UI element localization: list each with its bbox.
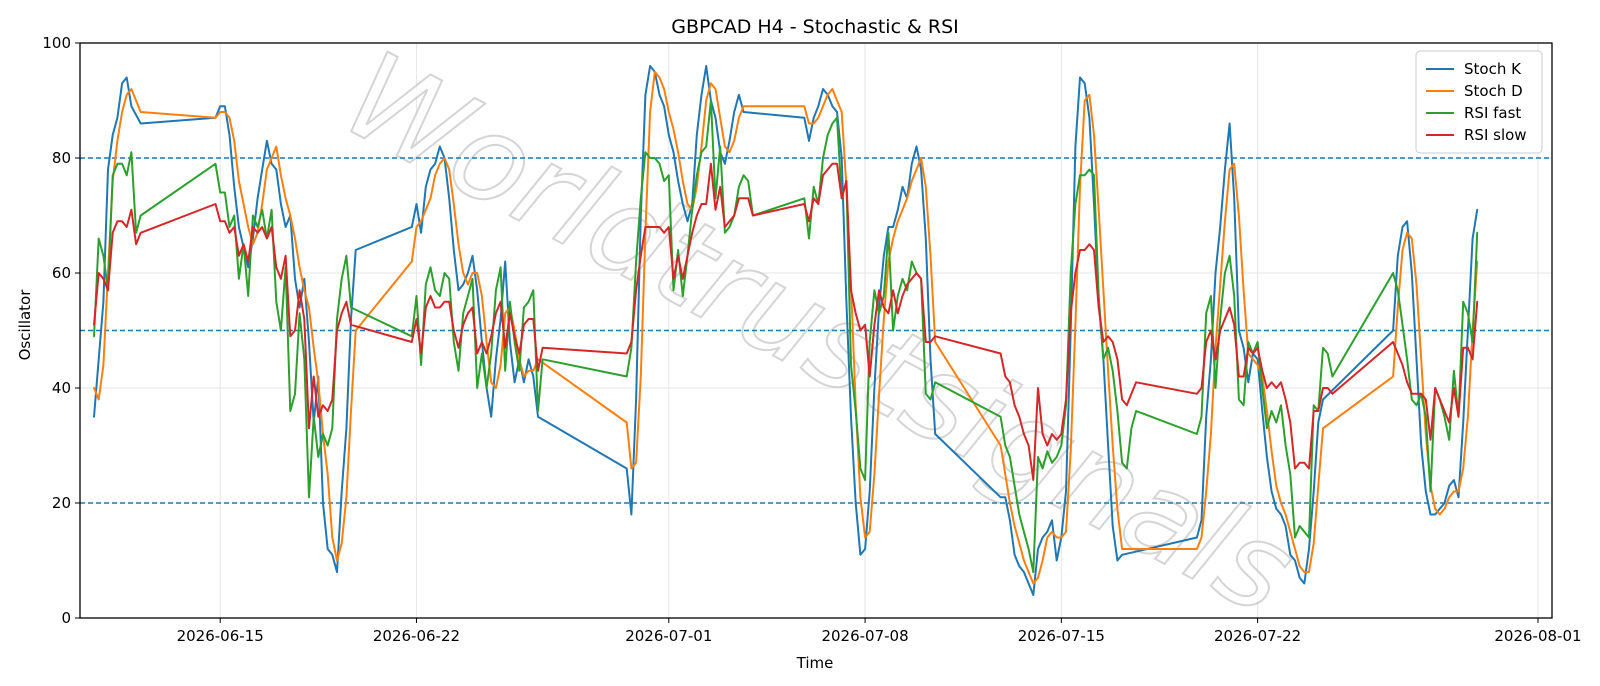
y-tick-label: 80 [52, 149, 71, 167]
y-tick-label: 40 [52, 379, 71, 397]
legend-box [1415, 50, 1543, 154]
y-tick-label: 60 [52, 264, 71, 282]
legend: Stoch K Stoch D RSI fast RSI slow [1415, 50, 1543, 154]
axis-ticks: 2026-06-15 2026-06-22 2026-07-01 2026-07-08… [42, 34, 1581, 645]
y-tick-label: 0 [61, 609, 71, 627]
x-axis-label: Time [796, 654, 834, 672]
chart-title: GBPCAD H4 - Stochastic & RSI [671, 16, 959, 38]
reference-lines [80, 157, 1552, 504]
x-tick-label: 2026-06-15 [177, 627, 264, 645]
y-tick-label: 20 [52, 494, 71, 512]
plot-frame [79, 42, 1553, 619]
x-tick-label: 2026-07-22 [1214, 627, 1301, 645]
y-tick-label: 100 [42, 34, 71, 52]
series-line-stoch-k [93, 65, 1479, 596]
x-tick-label: 2026-07-15 [1018, 627, 1105, 645]
x-tick-label: 2026-08-01 [1494, 627, 1581, 645]
series-lines [93, 65, 1479, 596]
series-line-stoch-d [93, 70, 1479, 585]
x-tick-label: 2026-07-08 [821, 627, 908, 645]
y-axis-label: Oscillator [16, 289, 34, 361]
series-line-rsi-slow [93, 162, 1479, 481]
legend-label: RSI fast [1464, 104, 1521, 122]
legend-label: Stoch D [1464, 82, 1523, 100]
x-tick-label: 2026-06-22 [373, 627, 460, 645]
legend-label: RSI slow [1464, 126, 1527, 144]
x-tick-label: 2026-07-01 [625, 627, 712, 645]
series-line-rsi-fast [93, 99, 1479, 573]
legend-label: Stoch K [1464, 60, 1522, 78]
